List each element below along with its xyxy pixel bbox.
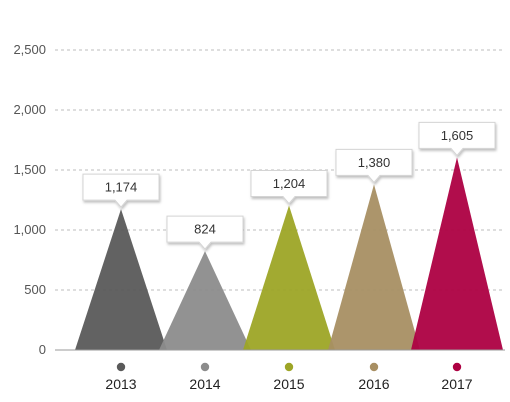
x-tick-label: 2015 (273, 376, 304, 392)
data-label-callout: 1,204 (250, 170, 328, 205)
y-tick-label: 2,500 (13, 42, 46, 57)
y-tick-label: 2,000 (13, 102, 46, 117)
y-axis-ticks: 0 500 1,000 1,500 2,000 2,500 (13, 42, 46, 357)
x-axis-categories: 2013 2014 2015 2016 2017 (105, 376, 472, 392)
category-dots (116, 362, 462, 372)
callout-bubble (82, 173, 160, 208)
value-callouts: 1,174 824 1,204 1,380 1,605 (82, 121, 496, 250)
data-label-callout: 1,380 (335, 148, 413, 184)
callout-bubble (166, 215, 244, 250)
data-label-callout: 824 (166, 215, 244, 250)
category-dot (116, 362, 126, 372)
bar-2016 (328, 184, 420, 350)
data-label: 1,204 (273, 176, 306, 191)
data-label: 1,380 (358, 155, 391, 170)
category-dot (284, 362, 294, 372)
category-dot (200, 362, 210, 372)
category-dot (452, 362, 462, 372)
callout-bubble (250, 170, 328, 205)
x-tick-label: 2014 (189, 376, 220, 392)
bar-2017 (411, 157, 503, 350)
y-tick-label: 500 (24, 282, 46, 297)
callout-bubble (418, 121, 496, 157)
data-label: 824 (194, 222, 216, 237)
y-tick-label: 0 (39, 342, 46, 357)
category-dot (369, 362, 379, 372)
bar-2013 (75, 209, 167, 350)
triangle-bars (75, 157, 503, 350)
data-label: 1,174 (105, 180, 138, 195)
x-tick-label: 2013 (105, 376, 136, 392)
y-tick-label: 1,000 (13, 222, 46, 237)
y-tick-label: 1,500 (13, 162, 46, 177)
x-tick-label: 2016 (358, 376, 389, 392)
bar-2015 (243, 205, 335, 350)
data-label: 1,605 (441, 128, 474, 143)
x-tick-label: 2017 (441, 376, 472, 392)
data-label-callout: 1,174 (82, 173, 160, 208)
data-label-callout: 1,605 (418, 121, 496, 157)
bar-2014 (159, 251, 251, 350)
callout-bubble (335, 148, 413, 184)
